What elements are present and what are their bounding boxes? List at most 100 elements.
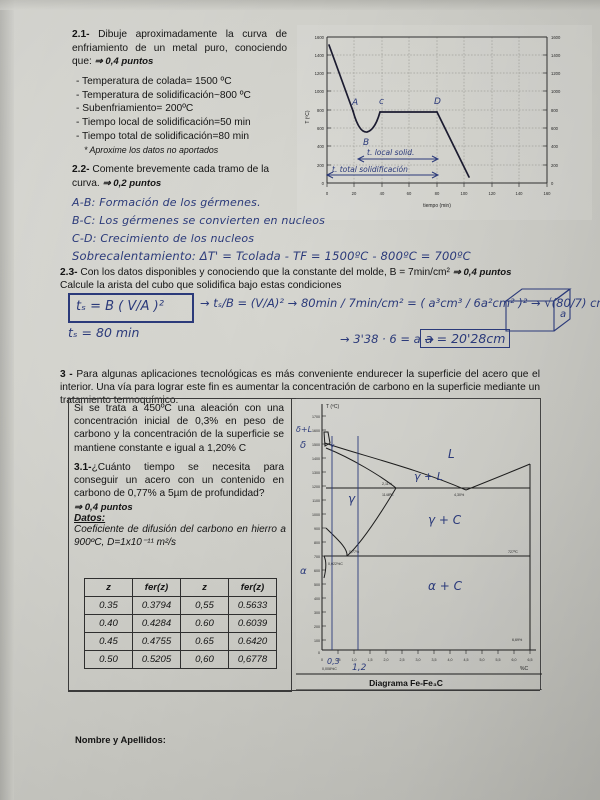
hand-mark-1-2: 1,2 bbox=[352, 663, 367, 673]
svg-text:40: 40 bbox=[380, 191, 385, 196]
region-label-gamma: γ bbox=[348, 492, 356, 506]
curve-point-label-b: B bbox=[363, 138, 369, 148]
question-3-1-number: 3.1- bbox=[74, 462, 92, 473]
cell-ferz2: 0.6420 bbox=[228, 632, 277, 651]
svg-text:3,5: 3,5 bbox=[432, 658, 437, 662]
phase-ylabel: T (ºC) bbox=[326, 404, 339, 410]
question-2-3-number: 2.3- bbox=[60, 267, 78, 278]
handwriting-overheating: Sobrecalentamiento: ΔT' = Tcolada - TF =… bbox=[72, 249, 471, 263]
cell-z2: 0,60 bbox=[180, 650, 229, 669]
table-header-row: z fer(z) z fer(z) bbox=[84, 578, 277, 597]
handwriting-derivation-2: → 3'38 · 6 = a → bbox=[340, 332, 434, 346]
cell-ferz1: 0.4284 bbox=[132, 614, 181, 633]
curve-point-label-d: D bbox=[434, 97, 441, 107]
svg-text:140: 140 bbox=[516, 191, 524, 196]
svg-text:1,0: 1,0 bbox=[352, 658, 357, 662]
svg-text:80: 80 bbox=[435, 191, 440, 196]
question-2-3-line2: Calcule la arista del cubo que solidific… bbox=[60, 280, 342, 291]
svg-text:1200: 1200 bbox=[315, 71, 325, 76]
svg-text:600: 600 bbox=[317, 126, 325, 131]
cell-ferz1: 0.4755 bbox=[132, 632, 181, 651]
question-2-1-points: ⇒ 0,4 puntos bbox=[94, 56, 154, 68]
list-item: - Subenfriamiento= 200ºC bbox=[76, 103, 194, 115]
svg-text:2,5: 2,5 bbox=[400, 658, 405, 662]
cooling-xlabel: tiempo (min) bbox=[423, 203, 451, 209]
question-2-1-bullets: - Temperatura de colada= 1500 ºC - Tempe… bbox=[72, 75, 287, 144]
cube-sketch-icon: a bbox=[504, 288, 572, 332]
svg-text:1,5: 1,5 bbox=[368, 658, 373, 662]
svg-text:100: 100 bbox=[461, 191, 469, 196]
label-6-69: 6,69% bbox=[512, 638, 523, 642]
question-3-text: Para algunas aplicaciones tecnológicas e… bbox=[60, 369, 540, 406]
svg-text:400: 400 bbox=[317, 144, 325, 149]
cooling-ylabel: T (ºC) bbox=[305, 110, 311, 123]
cell-ferz2: 0.6039 bbox=[228, 614, 277, 633]
question-2-2-points: ⇒ 0,2 puntos bbox=[102, 177, 162, 189]
cooling-curve-chart: 1600 1400 1200 1000 800 600 400 200 0 1600 14… bbox=[297, 25, 592, 220]
cell-z1: 0.50 bbox=[84, 650, 133, 669]
label-0-022: 0,022%C bbox=[328, 562, 343, 566]
region-label-gamma-L: γ + L bbox=[414, 470, 443, 483]
svg-text:1700: 1700 bbox=[312, 415, 320, 419]
svg-text:1000: 1000 bbox=[315, 89, 325, 94]
paper-edge-left bbox=[0, 0, 14, 800]
svg-text:2,0: 2,0 bbox=[384, 658, 389, 662]
svg-text:0: 0 bbox=[551, 181, 554, 186]
label-1148: 1148ºC bbox=[382, 493, 394, 497]
handwriting-derivation: → tₛ/B = (V/A)² → 80min / 7min/cm² = ( a… bbox=[200, 296, 600, 310]
svg-text:1600: 1600 bbox=[551, 35, 561, 40]
question-2-3-line1: Con los datos disponibles y conociendo q… bbox=[80, 267, 450, 278]
table-row: 0.40 0.4284 0.60 0.6039 bbox=[84, 614, 277, 633]
svg-text:600: 600 bbox=[551, 126, 559, 131]
handwriting-formula-box: tₛ = B ( V/A )² bbox=[68, 293, 194, 323]
question-2-2: 2.2- Comente brevemente cada tramo de la… bbox=[72, 163, 290, 190]
cell-z1: 0.40 bbox=[84, 614, 133, 633]
svg-text:1600: 1600 bbox=[312, 429, 320, 433]
svg-text:0: 0 bbox=[326, 191, 329, 196]
svg-text:1000: 1000 bbox=[312, 513, 320, 517]
svg-text:4,0: 4,0 bbox=[448, 658, 453, 662]
handwriting-answer-box: a = 20'28cm bbox=[420, 329, 511, 348]
svg-text:0: 0 bbox=[322, 181, 325, 186]
erf-table: z fer(z) z fer(z) 0.35 0.3794 0,55 0.563… bbox=[84, 578, 277, 669]
svg-text:100: 100 bbox=[314, 639, 320, 643]
cell-z2: 0.60 bbox=[180, 614, 229, 633]
question-2-3-points: ⇒ 0,4 puntos bbox=[452, 267, 512, 278]
svg-text:800: 800 bbox=[551, 108, 559, 113]
question-2-1-text: Dibuje aproximadamente la curva de enfri… bbox=[72, 29, 287, 68]
svg-text:500: 500 bbox=[314, 583, 320, 587]
svg-text:1400: 1400 bbox=[315, 53, 325, 58]
svg-text:0: 0 bbox=[318, 651, 320, 655]
datos-text: Coeficiente de difusión del carbono en h… bbox=[74, 524, 286, 548]
cube-edge-label: a bbox=[560, 309, 566, 320]
svg-text:800: 800 bbox=[317, 108, 325, 113]
question-2-1-note: * Aproxime los datos no aportados bbox=[84, 144, 219, 155]
svg-text:6,5: 6,5 bbox=[528, 658, 533, 662]
content-frame-right bbox=[540, 398, 541, 690]
svg-text:1400: 1400 bbox=[312, 457, 320, 461]
phase-diagram-title: Diagrama Fe-Fe₃C bbox=[369, 678, 443, 688]
handwriting-answer-cd: C-D: Crecimiento de los nucleos bbox=[72, 232, 255, 245]
handwriting-formula: tₛ = B ( V/A )² bbox=[76, 299, 164, 314]
label-0-008: 0,008%C bbox=[322, 667, 337, 671]
cell-z1: 0.35 bbox=[84, 596, 133, 615]
question-3-number: 3 - bbox=[60, 369, 73, 380]
question-2-3: 2.3- Con los datos disponibles y conocie… bbox=[60, 266, 540, 292]
svg-text:1200: 1200 bbox=[551, 71, 561, 76]
svg-text:4,5: 4,5 bbox=[464, 658, 469, 662]
column-header-z2: z bbox=[180, 578, 229, 597]
region-label-delta: δ bbox=[300, 440, 306, 451]
column-header-z1: z bbox=[84, 578, 133, 597]
svg-text:600: 600 bbox=[314, 569, 320, 573]
annotation-local-time: t. local solid. bbox=[367, 148, 414, 157]
region-label-alpha-C: α + C bbox=[428, 579, 463, 593]
content-frame-bottom bbox=[68, 690, 540, 691]
phase-xlabel: %C bbox=[520, 666, 528, 672]
svg-text:200: 200 bbox=[317, 163, 325, 168]
list-item: - Tiempo local de solidificación=50 min bbox=[76, 117, 251, 129]
svg-text:300: 300 bbox=[314, 611, 320, 615]
svg-text:400: 400 bbox=[314, 597, 320, 601]
svg-text:5,0: 5,0 bbox=[480, 658, 485, 662]
svg-text:20: 20 bbox=[352, 191, 357, 196]
svg-text:160: 160 bbox=[544, 191, 552, 196]
